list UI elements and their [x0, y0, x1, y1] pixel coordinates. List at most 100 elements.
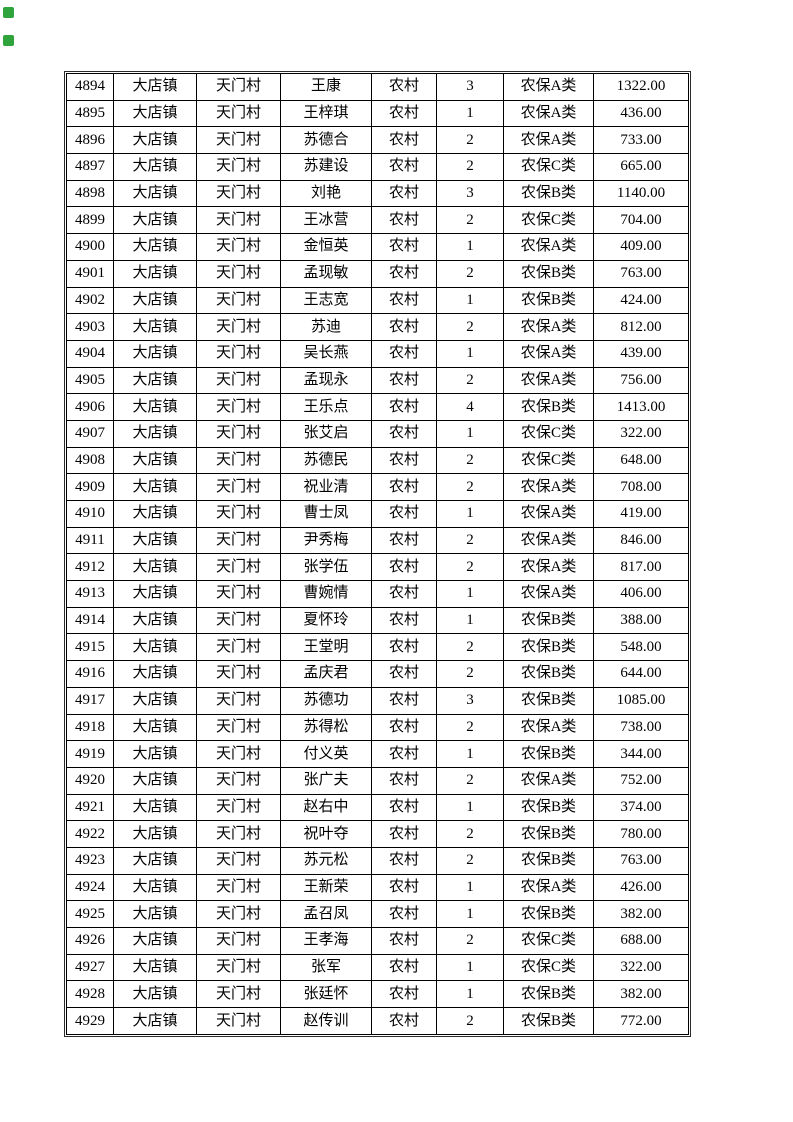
cell-residence-type: 农村: [371, 766, 437, 795]
cell-person-name: 赵右中: [280, 793, 372, 822]
cell-residence-type: 农村: [371, 233, 437, 261]
cell-village: 天门村: [196, 553, 281, 582]
cell-village: 天门村: [196, 313, 281, 341]
cell-person-count: 2: [436, 927, 504, 955]
cell-id: 4926: [66, 927, 114, 955]
cell-residence-type: 农村: [371, 606, 437, 635]
cell-id: 4919: [66, 740, 114, 768]
cell-residence-type: 农村: [371, 339, 437, 368]
cell-id: 4910: [66, 500, 114, 528]
cell-person-name: 王梓琪: [280, 99, 372, 128]
table-row: 4898 大店镇 天门村 刘艳 农村 3 农保B类 1140.00: [66, 179, 689, 208]
cell-id: 4915: [66, 633, 114, 662]
cell-id: 4905: [66, 366, 114, 395]
table-row: 4895 大店镇 天门村 王梓琪 农村 1 农保A类 436.00: [66, 99, 689, 128]
cell-residence-type: 农村: [371, 526, 437, 555]
cell-residence-type: 农村: [371, 980, 437, 1009]
cell-insurance-category: 农保B类: [503, 980, 594, 1009]
cell-town: 大店镇: [113, 526, 197, 555]
cell-id: 4913: [66, 580, 114, 608]
cell-insurance-category: 农保A类: [503, 873, 594, 902]
cell-amount: 665.00: [593, 153, 689, 181]
cell-amount: 780.00: [593, 820, 689, 848]
cell-residence-type: 农村: [371, 153, 437, 181]
cell-village: 天门村: [196, 686, 281, 715]
cell-residence-type: 农村: [371, 393, 437, 421]
cell-id: 4922: [66, 820, 114, 848]
cell-residence-type: 农村: [371, 206, 437, 235]
cell-village: 天门村: [196, 766, 281, 795]
cell-residence-type: 农村: [371, 500, 437, 528]
cell-insurance-category: 农保A类: [503, 473, 594, 501]
cell-village: 天门村: [196, 846, 281, 875]
cell-amount: 752.00: [593, 766, 689, 795]
cell-residence-type: 农村: [371, 846, 437, 875]
cell-amount: 406.00: [593, 580, 689, 608]
cell-town: 大店镇: [113, 259, 197, 288]
cell-person-name: 曹士凤: [280, 500, 372, 528]
cell-residence-type: 农村: [371, 873, 437, 902]
cell-insurance-category: 农保B类: [503, 686, 594, 715]
cell-residence-type: 农村: [371, 446, 437, 475]
cell-insurance-category: 农保B类: [503, 740, 594, 768]
cell-person-count: 2: [436, 660, 504, 688]
table-body: 4894 大店镇 天门村 王康 农村 3 农保A类 1322.00 4895 大店镇 天门村 王梓琪…: [66, 73, 689, 1035]
cell-amount: 704.00: [593, 206, 689, 235]
cell-town: 大店镇: [113, 633, 197, 662]
cell-town: 大店镇: [113, 953, 197, 982]
cell-id: 4894: [66, 73, 114, 101]
cell-person-count: 1: [436, 339, 504, 368]
table-row: 4906 大店镇 天门村 王乐点 农村 4 农保B类 1413.00: [66, 393, 689, 421]
cell-person-name: 苏元松: [280, 846, 372, 875]
cell-town: 大店镇: [113, 366, 197, 395]
cell-id: 4918: [66, 713, 114, 742]
cell-town: 大店镇: [113, 153, 197, 181]
table-row: 4924 大店镇 天门村 王新荣 农村 1 农保A类 426.00: [66, 873, 689, 902]
cell-person-count: 1: [436, 99, 504, 128]
cell-insurance-category: 农保B类: [503, 1007, 594, 1035]
cell-residence-type: 农村: [371, 473, 437, 501]
cell-id: 4914: [66, 606, 114, 635]
cell-insurance-category: 农保A类: [503, 766, 594, 795]
cell-person-name: 刘艳: [280, 179, 372, 208]
table-row: 4899 大店镇 天门村 王冰营 农村 2 农保C类 704.00: [66, 206, 689, 235]
table-row: 4914 大店镇 天门村 夏怀玲 农村 1 农保B类 388.00: [66, 606, 689, 635]
cell-amount: 772.00: [593, 1007, 689, 1035]
cell-village: 天门村: [196, 500, 281, 528]
table-row: 4922 大店镇 天门村 祝叶夺 农村 2 农保B类 780.00: [66, 820, 689, 848]
cell-person-name: 王冰营: [280, 206, 372, 235]
cell-id: 4909: [66, 473, 114, 501]
table-row: 4916 大店镇 天门村 孟庆君 农村 2 农保B类 644.00: [66, 660, 689, 688]
cell-amount: 648.00: [593, 446, 689, 475]
cell-person-count: 1: [436, 233, 504, 261]
table-row: 4926 大店镇 天门村 王孝海 农村 2 农保C类 688.00: [66, 927, 689, 955]
cell-amount: 1413.00: [593, 393, 689, 421]
cell-person-count: 2: [436, 1007, 504, 1035]
table-row: 4925 大店镇 天门村 孟召凤 农村 1 农保B类 382.00: [66, 900, 689, 928]
cell-person-count: 2: [436, 366, 504, 395]
cell-residence-type: 农村: [371, 633, 437, 662]
table-row: 4917 大店镇 天门村 苏德功 农村 3 农保B类 1085.00: [66, 686, 689, 715]
cell-insurance-category: 农保B类: [503, 179, 594, 208]
cell-village: 天门村: [196, 526, 281, 555]
cell-town: 大店镇: [113, 286, 197, 315]
cell-village: 天门村: [196, 793, 281, 822]
table-row: 4903 大店镇 天门村 苏迪 农村 2 农保A类 812.00: [66, 313, 689, 341]
cell-residence-type: 农村: [371, 953, 437, 982]
cell-person-count: 1: [436, 580, 504, 608]
cell-insurance-category: 农保C类: [503, 153, 594, 181]
table-row: 4928 大店镇 天门村 张廷怀 农村 1 农保B类 382.00: [66, 980, 689, 1009]
cell-person-count: 1: [436, 980, 504, 1009]
cell-town: 大店镇: [113, 500, 197, 528]
cell-person-name: 付义英: [280, 740, 372, 768]
insurance-records-table: 4894 大店镇 天门村 王康 农村 3 农保A类 1322.00 4895 大店镇 天门村 王梓琪…: [66, 73, 689, 1035]
table-row: 4923 大店镇 天门村 苏元松 农村 2 农保B类 763.00: [66, 846, 689, 875]
cell-person-name: 苏得松: [280, 713, 372, 742]
cell-id: 4900: [66, 233, 114, 261]
cell-id: 4924: [66, 873, 114, 902]
cell-person-name: 张广夫: [280, 766, 372, 795]
cell-amount: 382.00: [593, 980, 689, 1009]
cell-village: 天门村: [196, 126, 281, 155]
cell-insurance-category: 农保C类: [503, 446, 594, 475]
cell-residence-type: 农村: [371, 419, 437, 448]
